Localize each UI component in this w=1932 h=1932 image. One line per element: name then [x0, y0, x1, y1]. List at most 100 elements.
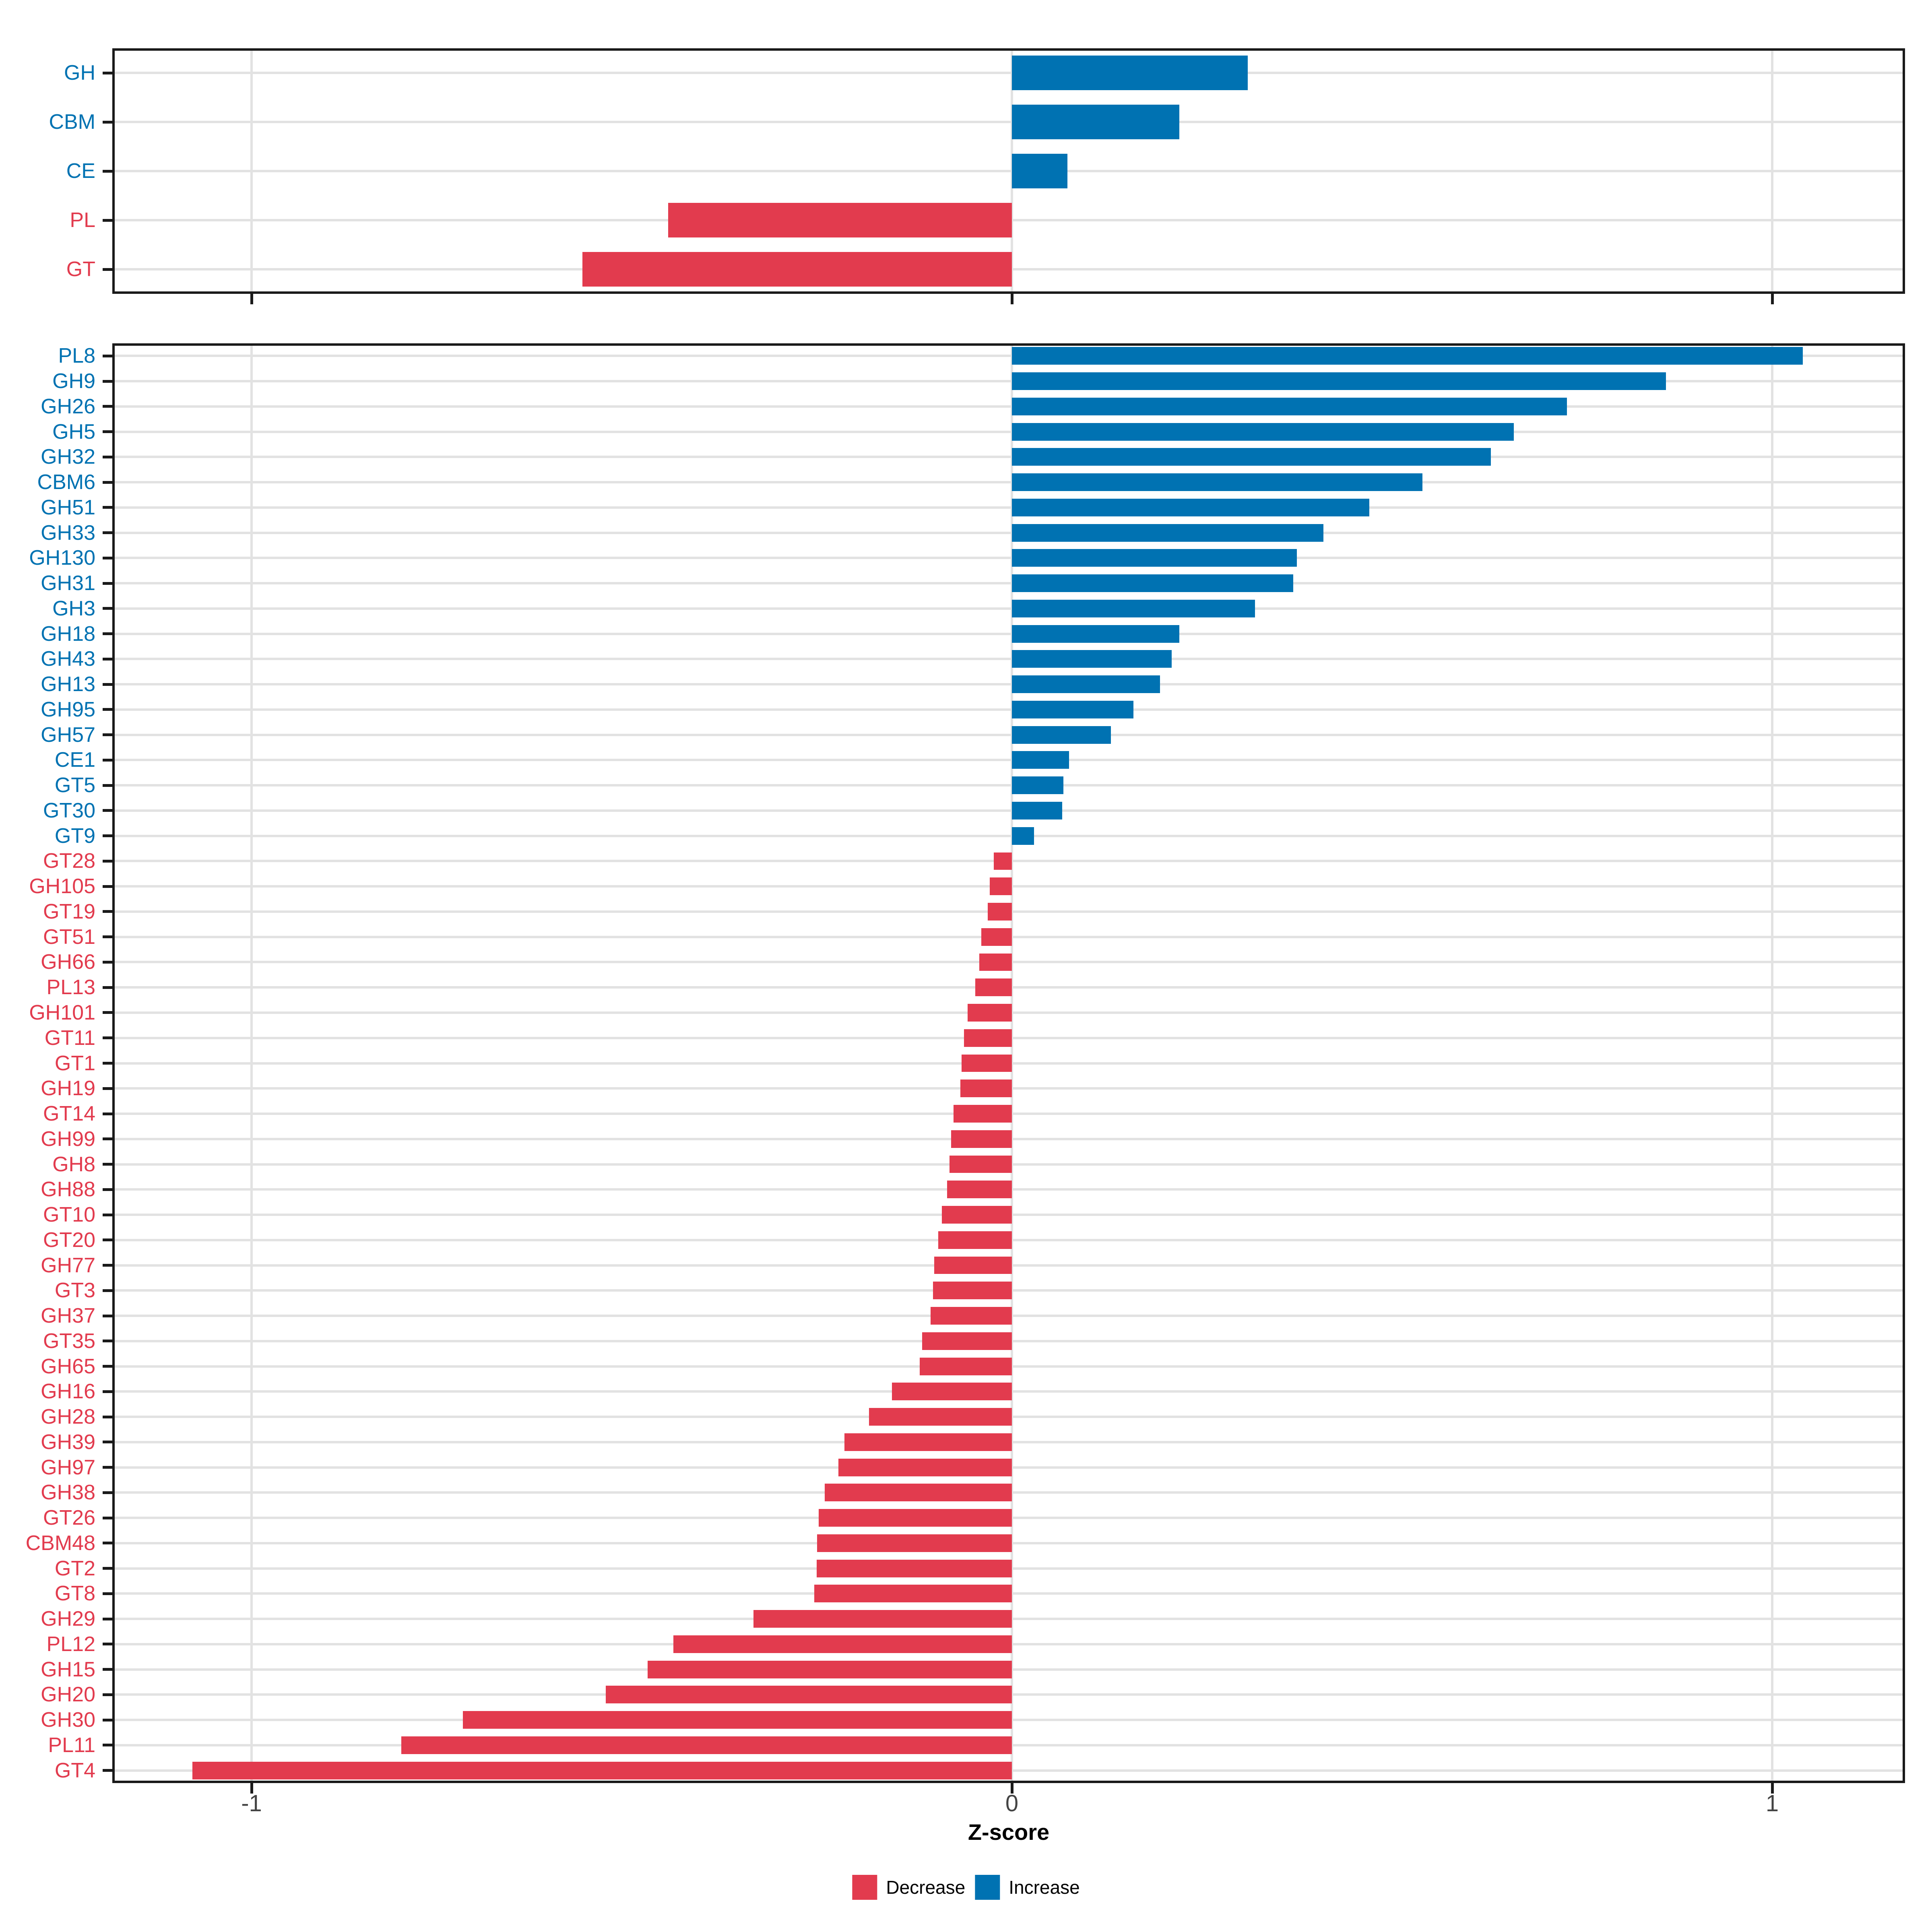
bar-GT5	[1012, 776, 1064, 795]
legend-key-increase-swatch	[975, 1875, 1000, 1900]
bar-PL12	[673, 1635, 1012, 1653]
family-panel	[112, 343, 1905, 1783]
y-axis-label-GT20: GT20	[43, 1228, 95, 1252]
bar-GT35	[922, 1332, 1012, 1350]
bar-GT2	[816, 1559, 1012, 1577]
y-axis-label-GH39: GH39	[41, 1430, 95, 1454]
y-axis-label-GH88: GH88	[41, 1178, 95, 1201]
y-axis-label-CBM48: CBM48	[25, 1531, 95, 1555]
row-gridline-CE	[112, 170, 1905, 172]
y-tick-GT9	[103, 834, 112, 838]
y-axis-label-GH28: GH28	[41, 1405, 95, 1429]
y-axis-label-GT35: GT35	[43, 1329, 95, 1353]
bar-GT9	[1012, 827, 1034, 845]
y-tick-GH130	[103, 556, 112, 559]
class-panel	[112, 48, 1905, 294]
y-axis-label-GH16: GH16	[41, 1380, 95, 1404]
row-gridline-GH33	[112, 531, 1905, 534]
bar-GT1	[962, 1054, 1012, 1072]
y-tick-GH20	[103, 1693, 112, 1696]
row-gridline-GH	[112, 72, 1905, 74]
bar-GH19	[960, 1080, 1012, 1098]
y-tick-PL	[103, 219, 112, 222]
y-axis-label-GT8: GT8	[54, 1582, 95, 1606]
y-axis-label-GT: GT	[66, 258, 95, 281]
bar-GH77	[934, 1256, 1012, 1274]
y-tick-GT	[103, 268, 112, 271]
y-tick-GH105	[103, 885, 112, 888]
y-axis-label-PL13: PL13	[46, 976, 95, 999]
y-axis-label-GH65: GH65	[41, 1354, 95, 1378]
x-tick-label--1: -1	[241, 1790, 262, 1816]
y-tick-GH26	[103, 405, 112, 408]
x-tick--1-bottom	[250, 1783, 253, 1794]
y-tick-GH13	[103, 683, 112, 686]
bar-CBM6	[1012, 473, 1423, 491]
bar-GH26	[1012, 397, 1567, 415]
y-tick-GH9	[103, 380, 112, 383]
bar-GT11	[964, 1029, 1012, 1047]
y-axis-label-PL: PL	[70, 208, 95, 232]
y-tick-GH37	[103, 1314, 112, 1317]
bar-GH97	[838, 1458, 1012, 1476]
row-gridline-GH130	[112, 557, 1905, 559]
bar-GT28	[993, 852, 1012, 870]
bar-GH43	[1012, 650, 1172, 668]
bar-GH51	[1012, 498, 1369, 516]
row-gridline-CBM6	[112, 481, 1905, 484]
y-axis-label-GH20: GH20	[41, 1683, 95, 1707]
y-tick-GH18	[103, 632, 112, 636]
y-axis-label-GH95: GH95	[41, 698, 95, 721]
y-tick-CBM	[103, 120, 112, 124]
y-tick-GH66	[103, 960, 112, 964]
bar-CE1	[1012, 751, 1069, 769]
y-tick-GT28	[103, 859, 112, 863]
y-axis-label-GH29: GH29	[41, 1607, 95, 1631]
y-axis-label-GH: GH	[64, 61, 95, 85]
row-gridline-CE1	[112, 759, 1905, 762]
y-tick-GH65	[103, 1365, 112, 1368]
x-tick-label-1: 1	[1765, 1790, 1779, 1816]
y-tick-GT14	[103, 1112, 112, 1115]
row-gridline-GT30	[112, 809, 1905, 812]
y-tick-GH57	[103, 733, 112, 737]
bar-GH105	[990, 877, 1012, 896]
row-gridline-GH18	[112, 632, 1905, 635]
y-axis-label-GH13: GH13	[41, 673, 95, 696]
y-axis-label-GH31: GH31	[41, 572, 95, 595]
y-axis-label-PL12: PL12	[46, 1632, 95, 1656]
y-axis-label-PL8: PL8	[58, 344, 95, 368]
bar-GT4	[192, 1761, 1012, 1779]
y-axis-label-GH97: GH97	[41, 1455, 95, 1479]
y-tick-GH95	[103, 708, 112, 711]
y-axis-label-GH130: GH130	[29, 546, 95, 570]
bar-PL11	[401, 1736, 1012, 1754]
y-axis-label-GT3: GT3	[54, 1279, 95, 1302]
y-tick-GH38	[103, 1491, 112, 1494]
y-tick-GT10	[103, 1213, 112, 1216]
bar-GH37	[930, 1307, 1012, 1325]
y-axis-label-GH32: GH32	[41, 445, 95, 469]
y-axis-label-GH18: GH18	[41, 622, 95, 646]
bar-GH13	[1012, 675, 1160, 694]
bar-GH95	[1012, 700, 1134, 718]
y-tick-GH8	[103, 1163, 112, 1166]
bar-GH15	[648, 1660, 1012, 1678]
bar-GH66	[979, 953, 1012, 971]
row-gridline-CBM	[112, 121, 1905, 123]
y-axis-label-GH57: GH57	[41, 723, 95, 747]
y-axis-label-GH26: GH26	[41, 394, 95, 418]
y-axis-label-GH8: GH8	[52, 1152, 95, 1176]
bar-GT10	[942, 1206, 1012, 1224]
bar-PL13	[975, 978, 1012, 997]
y-axis-label-GT2: GT2	[54, 1556, 95, 1580]
bar-GH130	[1012, 549, 1297, 567]
row-gridline-GT9	[112, 834, 1905, 837]
bar-GT30	[1012, 801, 1062, 819]
row-gridline-PL8	[112, 355, 1905, 357]
row-gridline-GH43	[112, 658, 1905, 661]
y-tick-GH3	[103, 607, 112, 610]
y-tick-GH32	[103, 455, 112, 458]
y-axis-label-GT51: GT51	[43, 925, 95, 949]
bar-GH57	[1012, 726, 1111, 744]
